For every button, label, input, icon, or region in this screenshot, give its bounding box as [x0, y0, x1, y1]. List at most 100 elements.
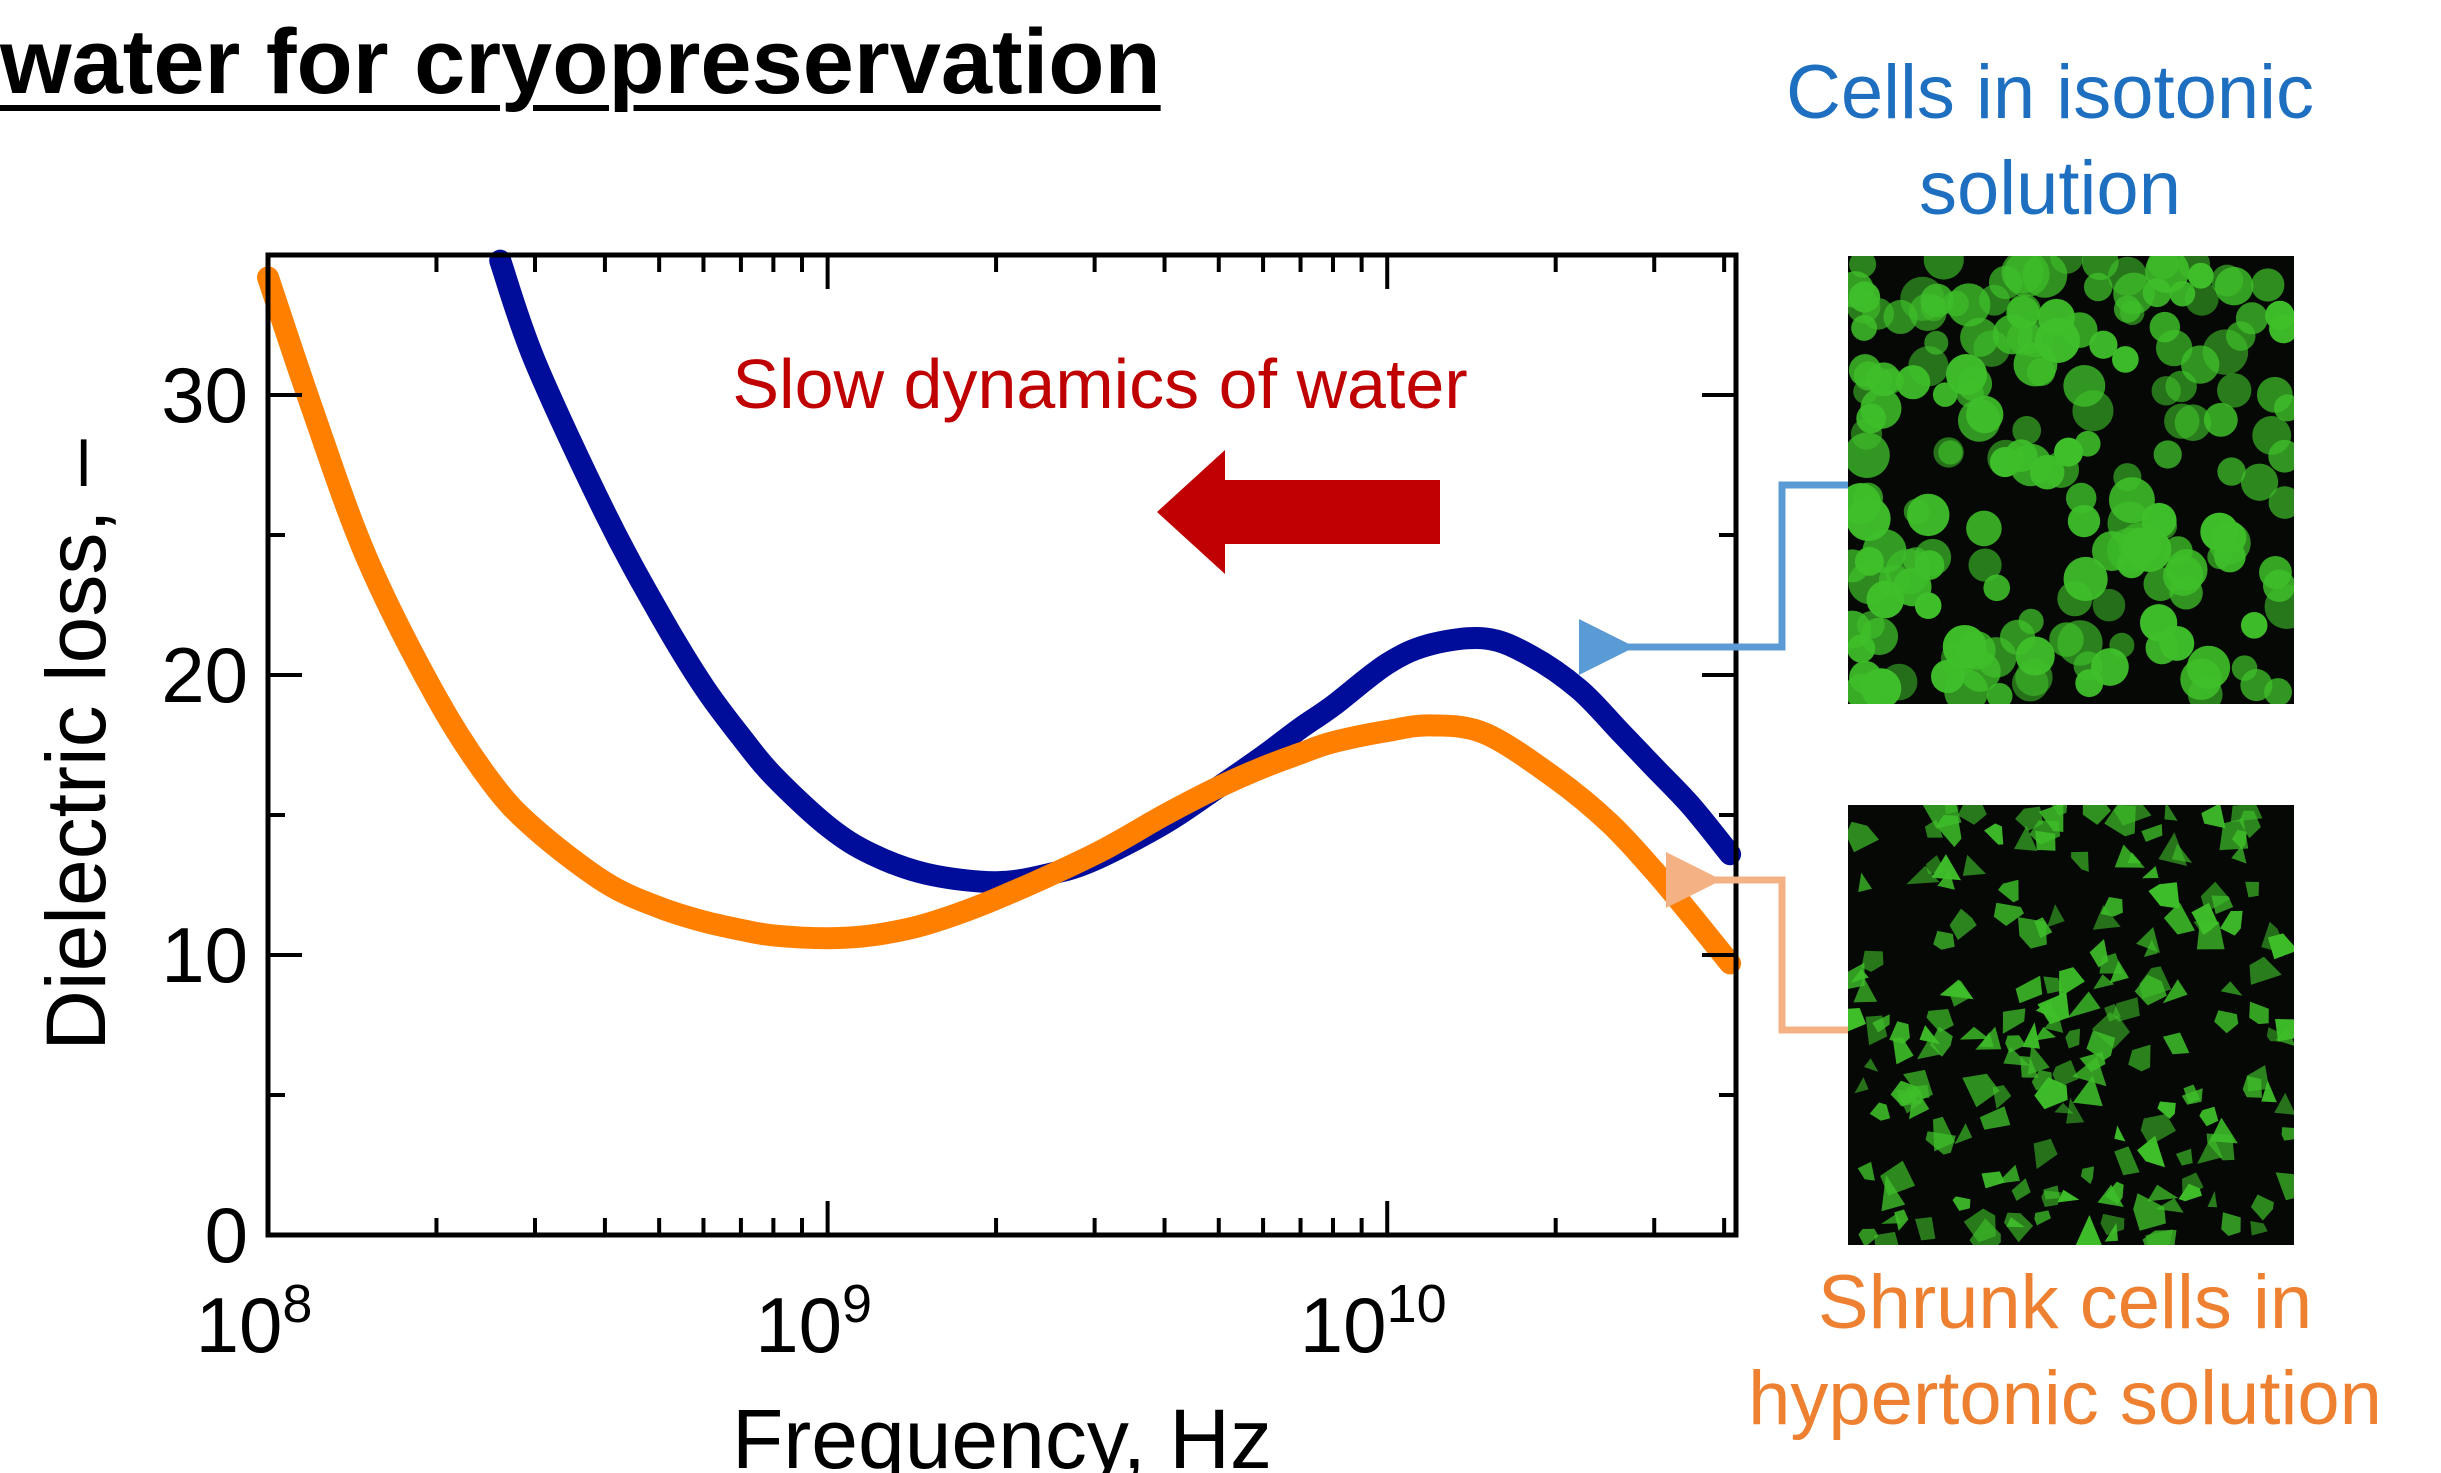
cell-shape	[1945, 354, 1988, 396]
y-tick-label: 30	[161, 351, 248, 439]
cell-shape	[2104, 805, 2136, 837]
cell-shape	[1962, 1073, 2000, 1108]
cell-shape	[2220, 981, 2243, 996]
cell-shape	[2014, 826, 2038, 851]
cell-shape	[1853, 361, 1884, 391]
cell-shape	[1858, 1228, 1879, 1245]
cell-shape	[2264, 584, 2294, 629]
isotonic-caption-line: Cells in isotonic	[1786, 50, 2314, 135]
hypertonic-caption-line: hypertonic solution	[1748, 1356, 2382, 1441]
hypertonic-cells-micrograph	[1848, 805, 2294, 1245]
cell-shape	[1986, 683, 2013, 704]
cell-shape	[2157, 1101, 2176, 1119]
cell-shape	[2067, 991, 2101, 1019]
series-layer	[257, 249, 1742, 975]
cell-shape	[2181, 1088, 2203, 1105]
cell-shape	[2220, 910, 2243, 936]
cell-shape	[1874, 1231, 1899, 1245]
cell-shape	[1923, 256, 1964, 280]
cell-shape	[1936, 815, 1962, 848]
cell-shape	[2214, 1010, 2239, 1034]
cell-shape	[2275, 1172, 2294, 1201]
cell-shape	[2034, 1210, 2051, 1226]
cell-shape	[1856, 611, 1885, 639]
cell-shape	[2153, 440, 2182, 469]
cell-shape	[2207, 1191, 2218, 1208]
hypertonic-caption-line: Shrunk cells in	[1817, 1260, 2313, 1345]
cell-shape	[2083, 272, 2113, 302]
cell-shape	[2114, 844, 2145, 868]
cell-shape	[2261, 1080, 2277, 1103]
cell-shape	[2203, 402, 2238, 437]
cell-shape	[1926, 1009, 1954, 1033]
cell-shape	[1987, 439, 2025, 477]
cell-shape	[1933, 930, 1955, 950]
cell-shape	[2015, 636, 2055, 676]
cell-shape	[1896, 365, 1931, 400]
y-tick-label: 20	[161, 631, 248, 719]
cell-shape	[2175, 1148, 2193, 1166]
cell-shape	[2027, 1044, 2050, 1075]
cell-shape	[2133, 1193, 2166, 1231]
cell-shape	[2066, 1097, 2085, 1124]
cell-shape	[1996, 1164, 2020, 1184]
cell-shape	[2163, 902, 2195, 935]
cell-shape	[2249, 956, 2282, 985]
cell-shape	[1942, 625, 1987, 669]
cell-shape	[1848, 962, 1865, 990]
cell-shape	[1944, 805, 1959, 815]
cell-shape	[1848, 560, 1892, 605]
cell-shape	[1892, 1037, 1914, 1065]
cell-shape	[2034, 1026, 2056, 1041]
cell-shape	[1933, 437, 1964, 468]
cell-shape	[2091, 1012, 2130, 1049]
cell-shape	[2199, 1106, 2219, 1127]
cell-shape	[2136, 927, 2160, 953]
cell-shape	[2240, 463, 2279, 501]
cell-shape	[1984, 823, 2004, 845]
cell-shape	[2242, 1075, 2262, 1098]
tick-layer	[266, 253, 1736, 1237]
cell-shape	[2113, 272, 2155, 315]
cell-shape	[2174, 404, 2212, 442]
cell-shape	[1869, 1102, 1891, 1121]
cell-shape	[2137, 1135, 2166, 1168]
cell-shape	[1848, 432, 1890, 479]
cell-shape	[2164, 805, 2178, 821]
cell-shape	[1962, 854, 1986, 876]
cell-shape	[2142, 866, 2159, 879]
cell-shape	[1857, 1161, 1875, 1181]
cell-shape	[2065, 482, 2097, 514]
cell-shape	[2201, 805, 2226, 829]
cell-shape	[2231, 829, 2247, 849]
cell-shape	[1906, 1084, 1930, 1100]
cell-shape	[1978, 1032, 1994, 1048]
cell-shape	[1848, 821, 1879, 853]
cell-shape	[1954, 1123, 1973, 1145]
cell-shape	[1917, 1038, 1941, 1060]
cell-shape	[2043, 976, 2064, 994]
cell-shape	[2269, 314, 2294, 344]
cell-shape	[2155, 1198, 2184, 1213]
cell-shape	[2037, 298, 2075, 336]
cell-shape	[2210, 1117, 2238, 1144]
cell-shape	[2012, 416, 2042, 445]
cell-shape	[2250, 1221, 2268, 1236]
cell-shape	[1915, 1217, 1936, 1241]
cell-shape	[1920, 283, 1954, 317]
cell-shape	[2035, 830, 2056, 851]
cell-shape	[2035, 1000, 2058, 1020]
cell-shape	[2275, 1019, 2294, 1042]
cell-shape	[1978, 284, 2010, 316]
cell-shape	[1957, 805, 1987, 825]
cell-shape	[2104, 1222, 2118, 1242]
cell-shape	[2171, 843, 2193, 863]
cell-shape	[2097, 1184, 2124, 1207]
cell-shape	[2047, 904, 2065, 928]
slide-title: water for cryopreservation	[0, 11, 1161, 113]
cell-shape	[2091, 648, 2129, 686]
cell-shape	[2002, 1008, 2026, 1034]
cell-shape	[2065, 1028, 2081, 1049]
cell-shape	[1973, 330, 2010, 367]
cell-shape	[2112, 346, 2139, 373]
